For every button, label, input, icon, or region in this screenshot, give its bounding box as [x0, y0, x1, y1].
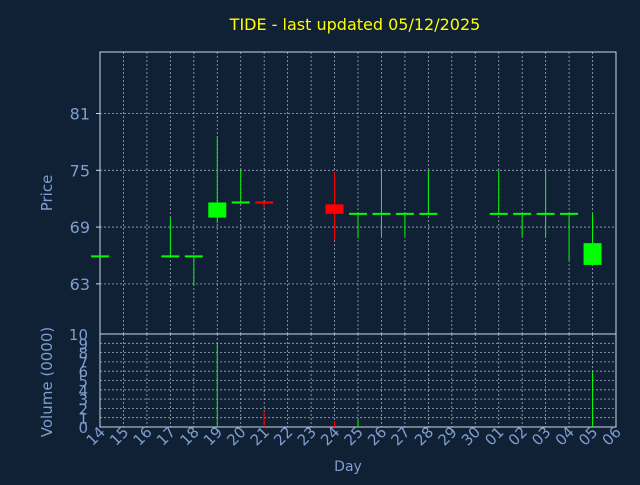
volume-tick-label: 1: [78, 410, 88, 428]
candle-body: [583, 243, 602, 265]
price-tick-label: 81: [70, 105, 90, 124]
x-axis-label: Day: [334, 459, 362, 475]
price-axis-label: Price: [38, 175, 56, 212]
volume-tick-label: 2: [78, 400, 88, 418]
price-tick-label: 63: [70, 275, 90, 294]
volume-tick-label: 5: [78, 373, 88, 391]
volume-tick-label: 8: [78, 345, 88, 363]
volume-tick-label: 3: [78, 391, 88, 409]
candle-body: [208, 202, 227, 218]
chart-title: TIDE - last updated 05/12/2025: [229, 15, 481, 34]
candle-body: [325, 204, 344, 214]
volume-axis-label: Volume (0000): [38, 327, 56, 437]
grid-lines: [99, 52, 617, 428]
x-tick-labels: 1415161718192021222324252627282930010203…: [83, 423, 625, 449]
volume-tick-label: 7: [78, 354, 88, 372]
candlesticks: [91, 136, 602, 286]
volume-tick-label: 6: [78, 363, 88, 381]
volume-tick-label: 4: [78, 382, 88, 400]
price-tick-label: 69: [70, 218, 90, 237]
volume-tick-label: 9: [78, 335, 88, 353]
volume-tick-label: 0: [78, 419, 88, 437]
price-tick-label: 75: [70, 161, 90, 180]
volume-tick-label: 10: [69, 326, 88, 344]
volume-bars: [216, 343, 594, 427]
